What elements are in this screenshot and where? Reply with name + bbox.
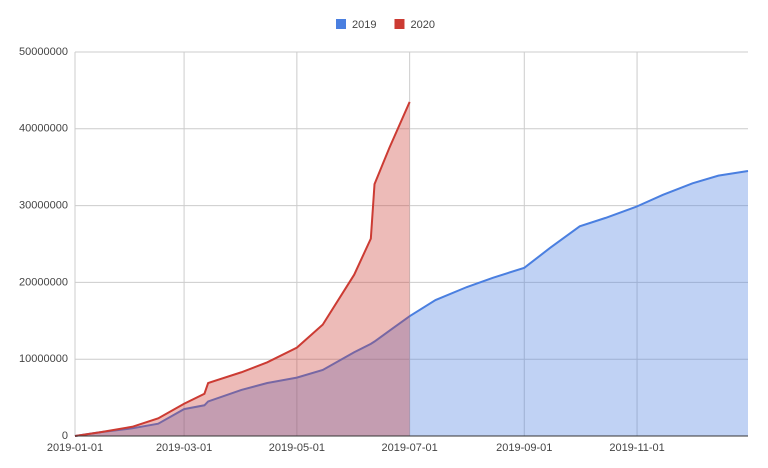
y-tick-label: 40000000 (19, 123, 68, 135)
area-fill (75, 101, 410, 437)
legend-label: 2019 (352, 19, 376, 31)
area-fill (75, 171, 748, 437)
y-tick-label: 30000000 (19, 200, 68, 212)
legend-swatch (336, 19, 346, 29)
x-tick-label: 2019-09-01 (496, 442, 552, 454)
legend-swatch (394, 19, 405, 29)
series-line (74, 101, 411, 437)
y-tick-label: 10000000 (19, 353, 68, 365)
legend-label: 2020 (410, 19, 434, 31)
x-tick-label: 2019-03-01 (156, 442, 212, 454)
x-tick-label: 2019-11-01 (609, 442, 664, 454)
series-line (74, 170, 749, 437)
x-tick-label: 2019-01-01 (47, 442, 103, 454)
x-tick-label: 2019-05-01 (269, 442, 325, 454)
y-tick-label: 50000000 (19, 46, 68, 58)
y-tick-label: 0 (62, 430, 68, 442)
y-tick-label: 20000000 (19, 276, 68, 288)
x-tick-label: 2019-07-01 (382, 442, 438, 454)
